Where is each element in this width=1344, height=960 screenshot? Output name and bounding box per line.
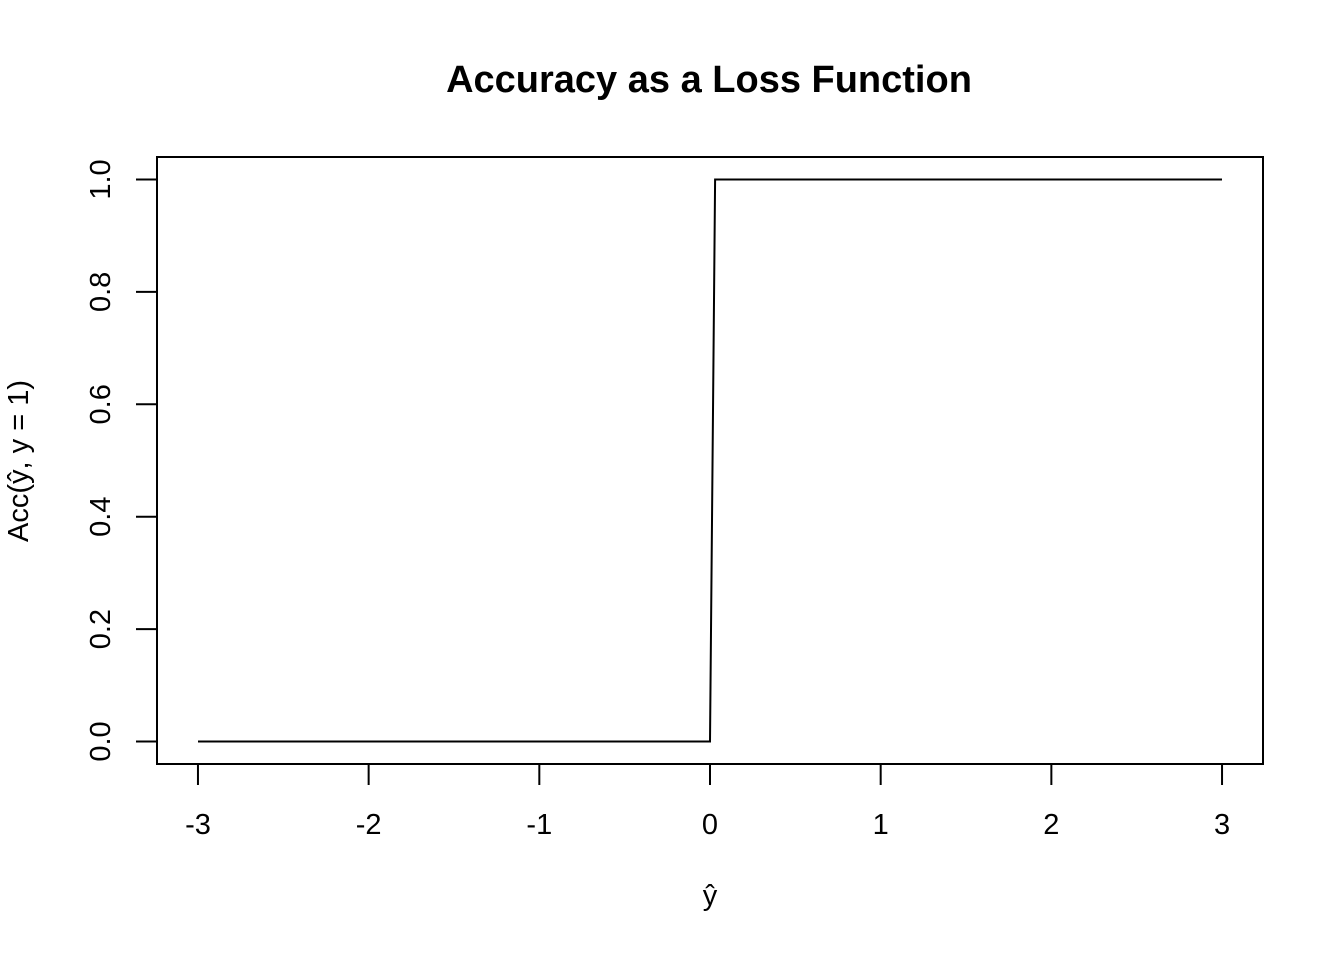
y-tick-label: 0.6 xyxy=(85,384,117,424)
y-axis: 0.0 0.2 0.4 0.6 0.8 1.0 xyxy=(85,159,158,762)
chart-title: Accuracy as a Loss Function xyxy=(446,59,972,101)
x-axis: -3 -2 -1 0 1 2 3 xyxy=(185,763,1230,841)
series-line xyxy=(198,178,1222,743)
x-tick-label: -1 xyxy=(526,809,552,841)
x-tick-label: 0 xyxy=(702,809,718,841)
series-layer xyxy=(198,178,1222,743)
y-tick-label: 0.2 xyxy=(85,609,117,649)
x-tick-label: 2 xyxy=(1043,809,1059,841)
y-tick-label: 1.0 xyxy=(85,159,117,199)
x-tick-label: -3 xyxy=(185,809,211,841)
y-tick-label: 0.0 xyxy=(85,721,117,761)
x-axis-label: ŷ xyxy=(703,880,718,912)
x-tick-label: 1 xyxy=(873,809,889,841)
x-tick-label: 3 xyxy=(1214,809,1230,841)
x-tick-label: -2 xyxy=(356,809,382,841)
y-tick-label: 0.8 xyxy=(85,272,117,312)
y-tick-label: 0.4 xyxy=(85,497,117,537)
y-axis-label: Acc(ŷ, y = 1) xyxy=(3,380,35,542)
